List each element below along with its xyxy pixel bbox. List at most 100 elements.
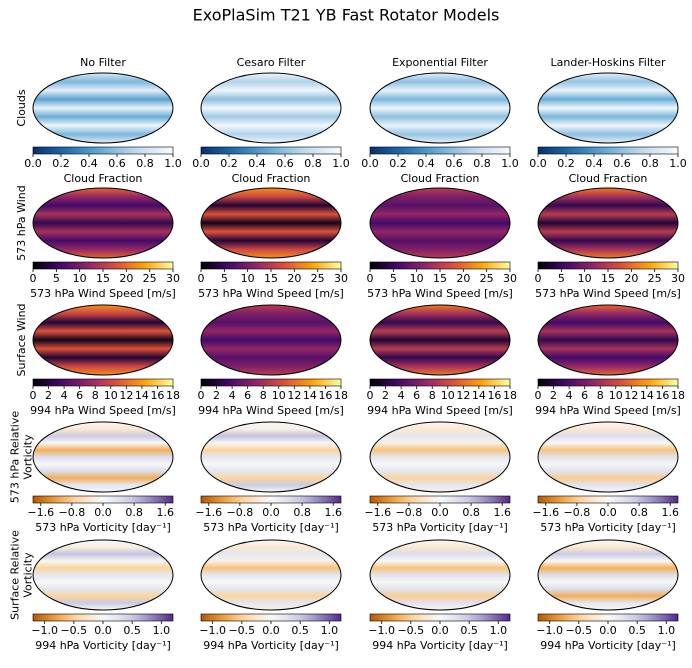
colorbar-label: 994 hPa Vorticity [day⁻¹] <box>540 639 676 652</box>
colorbar-tick-label: 14 <box>472 389 486 402</box>
colorbar-tick-label: 18 <box>671 389 685 402</box>
colorbar-tick-label: 4 <box>61 389 68 402</box>
colorbar-tick-label: −1.0 <box>31 624 58 637</box>
colorbar-tick-label: 6 <box>581 389 588 402</box>
map <box>369 72 511 144</box>
colorbar-tick-label: 1.6 <box>324 506 342 519</box>
colorbar-tick-label: 20 <box>456 272 470 285</box>
colorbar-tick-label: 1.0 <box>490 624 508 637</box>
colorbar-tick-label: 12 <box>287 389 301 402</box>
colorbar-tick-label: −1.6 <box>364 506 391 519</box>
colorbar-tick-label: 0.5 <box>460 624 478 637</box>
map <box>200 72 342 144</box>
colorbar-tick-label: 0.8 <box>641 157 659 170</box>
colorbar-tick-label: 8 <box>597 389 604 402</box>
colorbar-tick-label: 0.8 <box>473 157 491 170</box>
map <box>200 539 342 611</box>
colorbar <box>369 613 511 622</box>
colorbar-label: 994 hPa Wind Speed [m/s] <box>535 404 681 417</box>
column-header: Exponential Filter <box>392 56 488 69</box>
colorbar-tick-label: 0.0 <box>599 624 617 637</box>
colorbar-tick-label: 0.6 <box>276 157 294 170</box>
colorbar-tick-label: 0 <box>367 389 374 402</box>
colorbar-tick-label: 10 <box>441 389 455 402</box>
colorbar-tick-label: 25 <box>648 272 662 285</box>
colorbar-label: 994 hPa Vorticity [day⁻¹] <box>203 639 339 652</box>
colorbar-label: 994 hPa Vorticity [day⁻¹] <box>35 639 171 652</box>
colorbar-label: Cloud Fraction <box>232 172 311 185</box>
colorbar-tick-label: 0.5 <box>291 624 309 637</box>
colorbar-tick-label: 0.8 <box>293 506 311 519</box>
colorbar-label: 573 hPa Vorticity [day⁻¹] <box>35 521 171 534</box>
colorbar <box>537 495 679 504</box>
colorbar <box>32 495 174 504</box>
colorbar-tick-label: 1.6 <box>661 506 679 519</box>
colorbar-label: 573 hPa Wind Speed [m/s] <box>367 287 513 300</box>
row-label: Surface Relative <box>9 530 22 620</box>
colorbar-tick-label: 2 <box>382 389 389 402</box>
row-label: Vorticity <box>22 434 35 480</box>
colorbar-tick-label: 0.0 <box>431 624 449 637</box>
colorbar-tick-label: −1.6 <box>195 506 222 519</box>
map <box>200 187 342 259</box>
colorbar-tick-label: 20 <box>624 272 638 285</box>
colorbar-tick-label: 12 <box>119 389 133 402</box>
colorbar-tick-label: 0.0 <box>529 157 547 170</box>
colorbar <box>369 146 511 155</box>
colorbar-tick-label: 0.5 <box>628 624 646 637</box>
colorbar-tick-label: 16 <box>150 389 164 402</box>
colorbar-tick-label: 18 <box>503 389 517 402</box>
colorbar-tick-label: 15 <box>264 272 278 285</box>
colorbar-tick-label: 0.8 <box>462 506 480 519</box>
colorbar-tick-label: 10 <box>241 272 255 285</box>
colorbar-tick-label: 0 <box>30 389 37 402</box>
colorbar-tick-label: 10 <box>272 389 286 402</box>
map <box>200 304 342 376</box>
colorbar-tick-label: 0.0 <box>192 157 210 170</box>
colorbar-tick-label: 0.0 <box>94 506 112 519</box>
colorbar-tick-label: −1.6 <box>532 506 559 519</box>
colorbar-tick-label: 0.0 <box>599 506 617 519</box>
colorbar <box>200 378 342 387</box>
map <box>369 421 511 493</box>
colorbar-tick-label: 6 <box>413 389 420 402</box>
colorbar-tick-label: 18 <box>166 389 180 402</box>
colorbar-tick-label: −0.5 <box>397 624 424 637</box>
colorbar-tick-label: −1.0 <box>536 624 563 637</box>
colorbar-tick-label: 10 <box>104 389 118 402</box>
colorbar-tick-label: 1.6 <box>493 506 511 519</box>
colorbar-tick-label: 2 <box>45 389 52 402</box>
map <box>537 304 679 376</box>
colorbar-tick-label: 30 <box>671 272 685 285</box>
colorbar-label: 573 hPa Wind Speed [m/s] <box>30 287 176 300</box>
colorbar-tick-label: 5 <box>390 272 397 285</box>
colorbar-tick-label: 20 <box>287 272 301 285</box>
colorbar-tick-label: 4 <box>229 389 236 402</box>
colorbar-tick-label: 12 <box>624 389 638 402</box>
map <box>32 187 174 259</box>
colorbar-tick-label: 14 <box>135 389 149 402</box>
colorbar-tick-label: 15 <box>96 272 110 285</box>
map <box>32 421 174 493</box>
colorbar-tick-label: 0.0 <box>262 624 280 637</box>
colorbar-tick-label: 16 <box>655 389 669 402</box>
colorbar-label: 573 hPa Vorticity [day⁻¹] <box>540 521 676 534</box>
map <box>32 72 174 144</box>
colorbar-tick-label: 0.8 <box>304 157 322 170</box>
colorbar-tick-label: 1.0 <box>332 157 350 170</box>
colorbar-tick-label: −0.8 <box>564 506 591 519</box>
colorbar <box>32 146 174 155</box>
colorbar-tick-label: 0 <box>198 272 205 285</box>
colorbar-tick-label: −1.6 <box>27 506 54 519</box>
colorbar-tick-label: 0.6 <box>613 157 631 170</box>
colorbar-tick-label: 10 <box>609 389 623 402</box>
colorbar <box>369 495 511 504</box>
colorbar-tick-label: 1.0 <box>669 157 687 170</box>
colorbar <box>32 261 174 270</box>
colorbar-tick-label: 16 <box>487 389 501 402</box>
colorbar-tick-label: 4 <box>566 389 573 402</box>
colorbar-tick-label: 10 <box>578 272 592 285</box>
colorbar-tick-label: 0 <box>535 389 542 402</box>
colorbar-tick-label: 0.8 <box>630 506 648 519</box>
colorbar-tick-label: −1.0 <box>199 624 226 637</box>
